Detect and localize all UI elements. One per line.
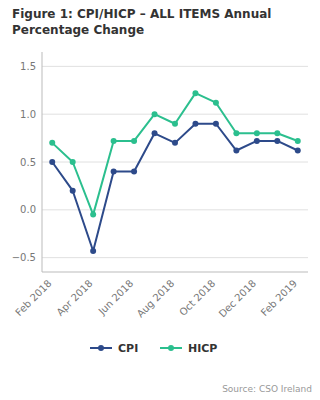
x-tick-label: Dec 2018 (217, 278, 259, 320)
point (295, 138, 301, 144)
point (131, 138, 137, 144)
point (90, 248, 96, 254)
grid-line (42, 114, 308, 115)
point (131, 169, 137, 175)
point (111, 169, 117, 175)
point (90, 212, 96, 218)
chart: Figure 1: CPI/HICP – ALL ITEMS AnnualPer… (0, 0, 320, 400)
y-tick-label: 0.5 (20, 157, 36, 168)
point (172, 121, 178, 127)
x-axis-line (42, 272, 308, 273)
x-tick-label: Feb 2019 (259, 278, 300, 319)
point (274, 138, 280, 144)
legend-label: HICP (188, 342, 217, 355)
x-tick-label: Feb 2018 (13, 278, 54, 319)
grid-line (42, 66, 308, 67)
point (70, 159, 76, 165)
x-tick-label: Apr 2018 (54, 278, 94, 318)
point (213, 121, 219, 127)
y-tick-label: 1.5 (20, 61, 36, 72)
point (49, 140, 55, 146)
point (172, 140, 178, 146)
y-tick-label: −0.5 (12, 252, 36, 263)
point (295, 148, 301, 154)
legend-marker (168, 345, 174, 351)
point (274, 130, 280, 136)
grid (42, 66, 308, 257)
grid-line (42, 257, 308, 258)
series-line (52, 124, 298, 251)
grid-line (42, 162, 308, 163)
y-tick-label: 0.0 (20, 204, 36, 215)
point (254, 130, 260, 136)
legend-label: CPI (118, 342, 138, 355)
point (254, 138, 260, 144)
title: Figure 1: CPI/HICP – ALL ITEMS AnnualPer… (12, 7, 271, 37)
series-line (52, 93, 298, 214)
grid-line (42, 209, 308, 210)
x-tick-label: Oct 2018 (177, 278, 217, 318)
legend: CPI HICP (90, 342, 217, 355)
point (192, 121, 198, 127)
point (233, 130, 239, 136)
plot-area (49, 90, 301, 254)
x-tick-label: Jun 2018 (96, 278, 136, 318)
y-axis-line (42, 52, 43, 272)
point (152, 111, 158, 117)
y-tick-label: 1.0 (20, 109, 36, 120)
point (213, 100, 219, 106)
point (233, 148, 239, 154)
point (111, 138, 117, 144)
x-tick-label: Aug 2018 (135, 278, 177, 320)
point (49, 159, 55, 165)
legend-marker (98, 345, 104, 351)
point (152, 130, 158, 136)
point (70, 188, 76, 194)
source: Source: CSO Ireland (222, 384, 312, 394)
point (192, 90, 198, 96)
